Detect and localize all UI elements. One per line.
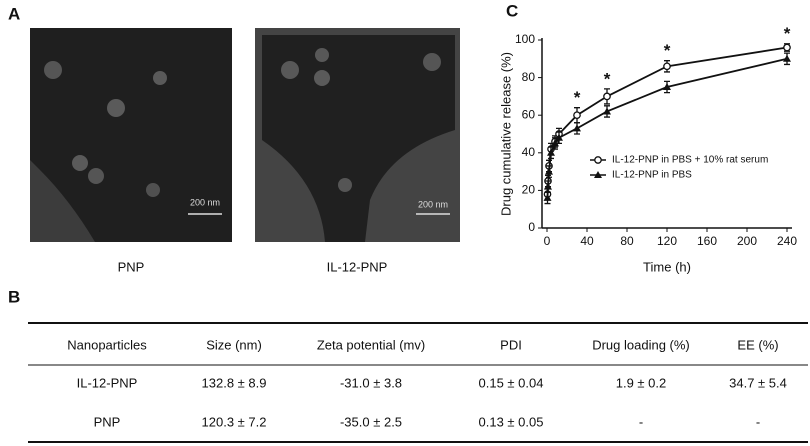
image-caption: PNP bbox=[118, 259, 145, 274]
table-cell: 34.7 ± 5.4 bbox=[729, 375, 787, 390]
micrograph bbox=[30, 28, 232, 242]
marker bbox=[545, 167, 553, 175]
table-header: Zeta potential (mv) bbox=[317, 337, 425, 352]
annotation: * bbox=[784, 24, 791, 43]
x-tick-label: 0 bbox=[544, 234, 551, 248]
scale-bar-label: 200 nm bbox=[418, 199, 448, 209]
marker bbox=[594, 156, 602, 164]
table-header: Drug loading (%) bbox=[592, 337, 690, 352]
table-cell: 1.9 ± 0.2 bbox=[616, 375, 667, 390]
marker bbox=[543, 193, 552, 201]
table-header: Size (nm) bbox=[206, 337, 262, 352]
legend-label: IL-12-PNP in PBS + 10% rat serum bbox=[612, 155, 768, 166]
marker bbox=[551, 139, 559, 147]
micrograph bbox=[255, 28, 460, 242]
y-axis-title: Drug cumulative release (%) bbox=[498, 52, 513, 216]
panel-label: A bbox=[8, 4, 20, 23]
y-tick-label: 100 bbox=[515, 32, 535, 46]
legend-label: IL-12-PNP in PBS bbox=[612, 170, 692, 181]
annotation: * bbox=[604, 69, 611, 88]
marker bbox=[663, 83, 671, 90]
table-header: Nanoparticles bbox=[67, 337, 147, 352]
x-tick-label: 160 bbox=[697, 234, 717, 248]
marker bbox=[555, 133, 563, 141]
image-caption: IL-12-PNP bbox=[327, 259, 388, 274]
marker bbox=[603, 107, 611, 115]
chart: 0 20 40 60 80 100 0 40 80 120 160 200 240 Time (h) Dru… bbox=[498, 24, 797, 274]
table-cell: -35.0 ± 2.5 bbox=[340, 414, 402, 429]
table-cell: -31.0 ± 3.8 bbox=[340, 375, 402, 390]
table-header: PDI bbox=[500, 337, 522, 352]
marker bbox=[573, 111, 581, 120]
table-cell: 0.15 ± 0.04 bbox=[479, 375, 544, 390]
y-tick-label: 40 bbox=[522, 145, 536, 159]
x-tick-label: 40 bbox=[580, 234, 594, 248]
table-cell: 120.3 ± 7.2 bbox=[202, 414, 267, 429]
panel-label: B bbox=[8, 287, 20, 306]
table-cell: PNP bbox=[94, 414, 121, 429]
table-header: EE (%) bbox=[737, 337, 778, 352]
panel-label: C bbox=[506, 1, 518, 20]
annotation: * bbox=[664, 41, 671, 60]
table-cell: IL-12-PNP bbox=[77, 375, 138, 390]
table-cell: - bbox=[756, 414, 760, 429]
marker bbox=[547, 148, 555, 156]
marker bbox=[573, 124, 581, 132]
marker bbox=[603, 92, 611, 101]
x-tick-label: 200 bbox=[737, 234, 757, 248]
y-tick-label: 0 bbox=[528, 220, 535, 234]
x-tick-label: 120 bbox=[657, 234, 677, 248]
x-axis-title: Time (h) bbox=[643, 259, 691, 274]
annotation: * bbox=[574, 88, 581, 107]
x-tick-label: 80 bbox=[620, 234, 634, 248]
scale-bar-label: 200 nm bbox=[190, 197, 220, 207]
y-tick-label: 60 bbox=[522, 107, 536, 121]
y-tick-label: 80 bbox=[522, 70, 536, 84]
y-tick-label: 20 bbox=[522, 183, 536, 197]
marker bbox=[594, 171, 602, 178]
marker bbox=[783, 43, 791, 52]
table-cell: - bbox=[639, 414, 643, 429]
x-tick-label: 240 bbox=[777, 234, 797, 248]
marker bbox=[663, 62, 671, 71]
marker bbox=[544, 182, 552, 190]
table-cell: 0.13 ± 0.05 bbox=[479, 414, 544, 429]
table-cell: 132.8 ± 8.9 bbox=[202, 375, 267, 390]
table bbox=[28, 322, 808, 443]
marker bbox=[783, 54, 791, 62]
